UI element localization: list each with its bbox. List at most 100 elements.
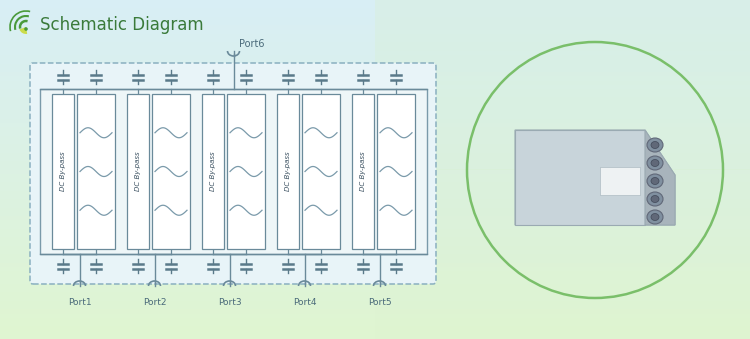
Bar	[375, 310, 750, 314]
Bar	[375, 98, 750, 102]
Ellipse shape	[651, 141, 659, 148]
Bar	[0, 8, 750, 13]
Bar	[375, 136, 750, 140]
Polygon shape	[515, 130, 675, 225]
Bar	[375, 203, 750, 207]
Bar	[0, 0, 750, 4]
Bar	[375, 263, 750, 267]
Bar	[375, 318, 750, 322]
Bar	[375, 335, 750, 339]
Bar	[375, 225, 750, 229]
Bar	[0, 292, 750, 297]
Bar	[0, 271, 750, 275]
Bar	[375, 220, 750, 224]
Bar	[52, 94, 74, 249]
Bar	[0, 140, 750, 144]
Bar	[0, 25, 750, 30]
Bar	[375, 102, 750, 106]
Bar	[0, 186, 750, 191]
Bar	[0, 42, 750, 47]
Bar	[375, 115, 750, 119]
Bar	[375, 89, 750, 93]
Bar	[0, 254, 750, 258]
Bar	[0, 161, 750, 165]
Bar	[375, 157, 750, 161]
Bar	[0, 195, 750, 199]
Bar	[0, 288, 750, 292]
Bar	[375, 305, 750, 309]
Bar	[375, 199, 750, 203]
Bar	[0, 297, 750, 301]
Bar	[375, 254, 750, 258]
Ellipse shape	[647, 192, 663, 206]
Bar	[375, 314, 750, 318]
Bar	[0, 55, 750, 59]
Bar	[375, 131, 750, 136]
Bar	[202, 94, 224, 249]
Text: DC By-pass: DC By-pass	[210, 152, 216, 191]
Bar	[375, 29, 750, 34]
Bar	[0, 237, 750, 241]
Bar	[0, 51, 750, 55]
Bar	[0, 326, 750, 331]
Bar	[0, 309, 750, 314]
Bar	[375, 55, 750, 59]
Bar	[375, 207, 750, 212]
Bar	[375, 161, 750, 165]
Text: DC By-pass: DC By-pass	[135, 152, 141, 191]
Bar	[375, 250, 750, 254]
Bar	[0, 127, 750, 131]
Text: DC By-pass: DC By-pass	[360, 152, 366, 191]
FancyBboxPatch shape	[30, 63, 436, 284]
Bar	[375, 331, 750, 335]
Bar	[0, 17, 750, 21]
Bar	[0, 30, 750, 34]
Bar	[152, 94, 190, 249]
Bar	[0, 280, 750, 284]
Bar	[0, 119, 750, 123]
Bar	[0, 216, 750, 220]
Bar	[375, 119, 750, 123]
Polygon shape	[645, 130, 675, 225]
Bar	[302, 94, 340, 249]
Text: Port6: Port6	[238, 39, 264, 49]
Ellipse shape	[651, 196, 659, 202]
Ellipse shape	[647, 156, 663, 170]
Bar	[375, 110, 750, 115]
Bar	[375, 68, 750, 72]
Ellipse shape	[651, 160, 659, 166]
Bar	[0, 148, 750, 153]
Bar	[0, 263, 750, 267]
Bar	[375, 241, 750, 246]
Bar	[0, 170, 750, 174]
Bar	[375, 275, 750, 280]
Bar	[375, 182, 750, 186]
Bar	[375, 229, 750, 233]
Bar	[375, 8, 750, 13]
Bar	[375, 259, 750, 263]
Bar	[375, 237, 750, 241]
Bar	[375, 174, 750, 178]
Text: Port1: Port1	[68, 298, 92, 307]
Bar	[375, 191, 750, 195]
Ellipse shape	[647, 138, 663, 152]
Bar	[375, 34, 750, 38]
Bar	[0, 275, 750, 280]
Bar	[0, 157, 750, 161]
Bar	[375, 47, 750, 51]
Bar	[375, 284, 750, 288]
Bar	[0, 93, 750, 98]
Bar	[0, 115, 750, 119]
Bar	[0, 47, 750, 51]
Bar	[377, 94, 415, 249]
Bar	[0, 123, 750, 127]
Bar	[0, 34, 750, 38]
Bar	[375, 148, 750, 153]
Bar	[375, 153, 750, 157]
Ellipse shape	[651, 214, 659, 220]
Bar	[0, 64, 750, 68]
Bar	[375, 17, 750, 21]
Bar	[375, 76, 750, 80]
Bar	[0, 267, 750, 271]
Bar	[0, 246, 750, 250]
